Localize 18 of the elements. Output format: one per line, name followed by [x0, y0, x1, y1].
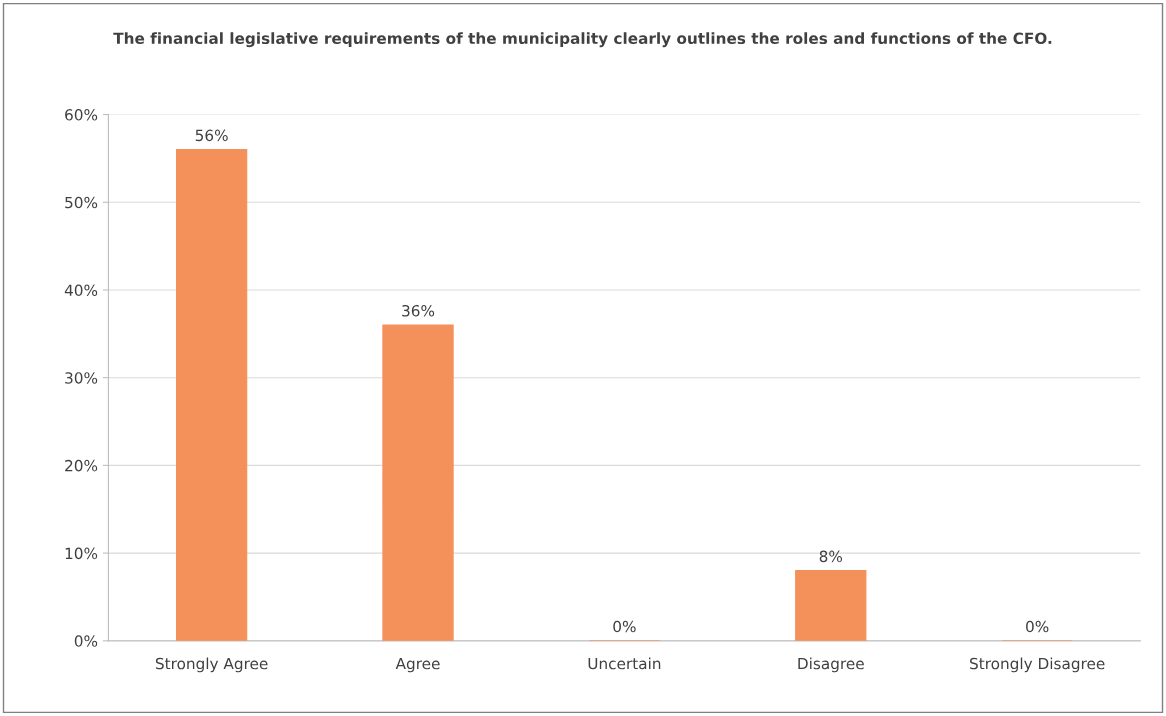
x-tick-label: Agree — [395, 657, 440, 673]
x-tick-label: Uncertain — [588, 657, 661, 670]
chart-title: The financial legislative requirements of the municipality clearly outlines the roles and functions of the CFO. — [113, 32, 1052, 48]
x-tick-label: Strongly Disagree — [970, 657, 1105, 673]
x-tick-label: Strongly Agree — [155, 657, 268, 673]
data-label: 0% — [1026, 620, 1049, 633]
y-tick-label: 10% — [65, 547, 98, 560]
y-tick-label: 50% — [65, 196, 98, 209]
y-tick-label: 20% — [65, 459, 98, 472]
y-tick-label: 40% — [64, 284, 98, 296]
data-label: 56% — [195, 129, 228, 142]
data-label: 8% — [819, 550, 843, 563]
x-tick-label: Disagree — [798, 657, 864, 673]
data-label: 0% — [613, 620, 636, 633]
y-tick-label: 0% — [74, 635, 98, 647]
y-tick-label: 60% — [65, 109, 98, 121]
data-label: 36% — [402, 304, 435, 317]
y-tick-label: 30% — [65, 372, 98, 384]
